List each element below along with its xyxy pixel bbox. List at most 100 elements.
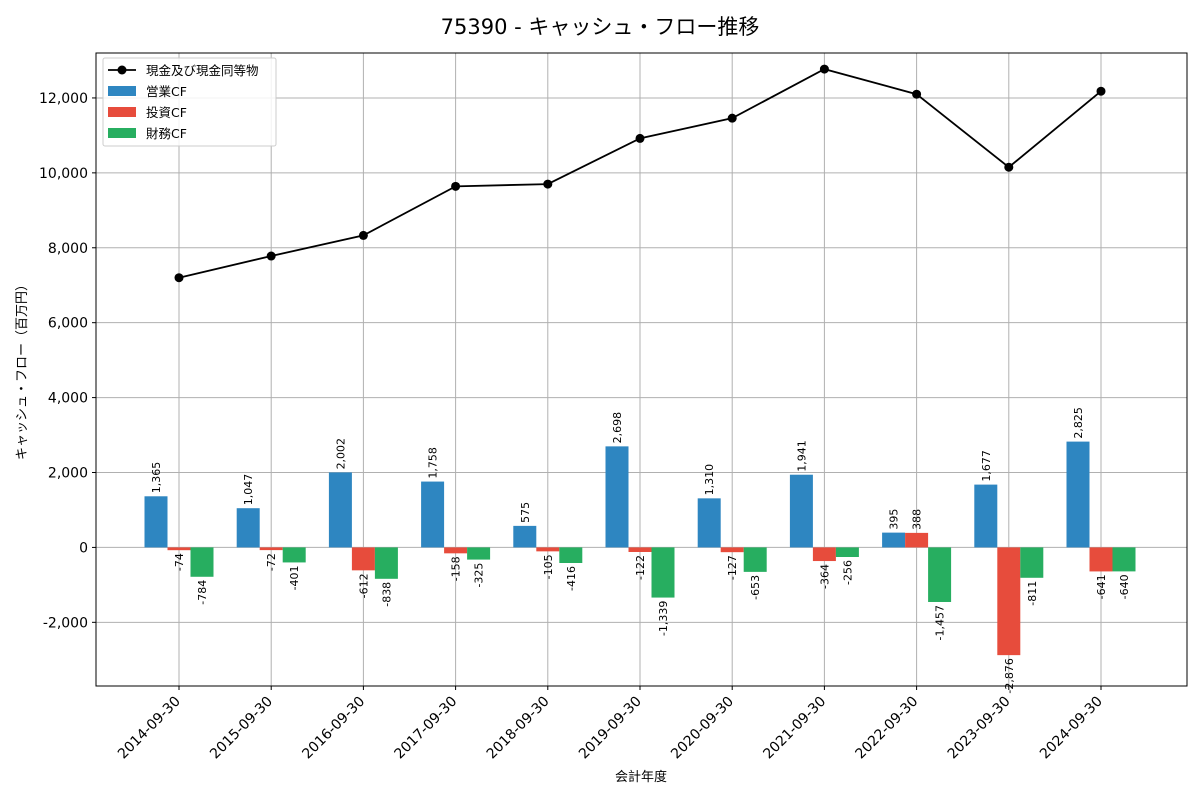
- plot-frame: [95, 52, 1188, 687]
- bar: [328, 472, 352, 548]
- bar: [236, 508, 260, 548]
- bar-data-label: -612: [357, 573, 370, 598]
- bar: [905, 532, 929, 548]
- line-series: [174, 64, 1106, 283]
- grid-lines: [96, 53, 1187, 686]
- bar-data-labels: 1,365 1,047 2,002 1,758 575 2,698 1,310 1,941 39…: [150, 407, 1131, 694]
- y-axis: -2,000 0 2,000 4,000 6,000 8,000 10,000 12,000: [39, 91, 96, 631]
- bar: [559, 547, 583, 563]
- bar-data-label: -401: [288, 565, 301, 590]
- bar: [444, 547, 468, 554]
- bar-data-label: -127: [726, 555, 739, 580]
- bar-data-label: -74: [173, 553, 186, 571]
- y-tick-label: 2,000: [48, 466, 88, 482]
- bar: [1089, 547, 1113, 572]
- bar: [789, 474, 813, 548]
- cash-balance-point: [266, 251, 276, 261]
- bar: [190, 547, 214, 577]
- bar: [421, 481, 445, 548]
- y-axis-label: キャッシュ・フロー（百万円）: [15, 278, 30, 460]
- legend-marker: [117, 65, 127, 75]
- bar-data-label: 388: [911, 509, 924, 530]
- bar-data-label: -1,339: [657, 601, 670, 636]
- y-tick-label: 10,000: [39, 166, 88, 182]
- bar: [605, 446, 629, 548]
- x-tick-label: 2021-09-30: [760, 694, 829, 763]
- bar-series: [144, 441, 1136, 656]
- bar: [467, 547, 491, 560]
- bar: [259, 547, 283, 551]
- legend-label: 営業CF: [146, 84, 187, 99]
- legend-box: [102, 57, 277, 147]
- x-tick-label: 2022-09-30: [853, 694, 922, 763]
- bar-data-label: -2,876: [1003, 658, 1016, 693]
- x-tick-label: 2017-09-30: [392, 694, 461, 763]
- bar-data-label: 1,365: [150, 462, 163, 494]
- cash-balance-point: [451, 181, 461, 191]
- y-tick-label: -2,000: [43, 615, 88, 631]
- x-tick-label: 2023-09-30: [945, 694, 1014, 763]
- bar: [928, 547, 952, 602]
- cash-balance-point: [358, 230, 368, 240]
- x-axis: 2014-09-30 2015-09-30 2016-09-30 2017-09-30…: [115, 686, 1106, 762]
- x-tick-label: 2015-09-30: [207, 694, 276, 763]
- bar-data-label: -653: [749, 575, 762, 600]
- bar-data-label: 1,677: [980, 450, 993, 482]
- y-tick-label: 6,000: [48, 316, 88, 332]
- bar: [882, 532, 906, 548]
- bar: [351, 547, 375, 571]
- legend-label: 投資CF: [146, 105, 187, 120]
- bar-data-label: -105: [542, 554, 555, 579]
- bar-data-label: -1,457: [934, 605, 947, 640]
- bar: [720, 547, 744, 553]
- bar-data-label: -640: [1118, 574, 1131, 599]
- bar: [1020, 547, 1044, 578]
- bar-data-label: -256: [841, 560, 854, 585]
- legend-label: 現金及び現金同等物: [146, 63, 259, 78]
- x-tick-label: 2024-09-30: [1037, 694, 1106, 763]
- bar: [651, 547, 675, 598]
- bar-data-label: -364: [818, 564, 831, 589]
- bar: [1112, 547, 1136, 572]
- bar-data-label: -158: [450, 556, 463, 581]
- cash-balance-point: [819, 64, 829, 74]
- bar: [144, 496, 168, 548]
- bar-data-label: -641: [1095, 574, 1108, 599]
- bar-data-label: 2,698: [611, 412, 624, 444]
- x-tick-label: 2019-09-30: [576, 694, 645, 763]
- cash-balance-point: [174, 273, 184, 283]
- bar-data-label: 1,047: [242, 474, 255, 506]
- bar-data-label: -325: [473, 563, 486, 588]
- bar: [374, 547, 398, 579]
- bar: [743, 547, 767, 572]
- y-tick-label: 8,000: [48, 241, 88, 257]
- bar: [536, 547, 560, 552]
- cash-balance-point: [1004, 162, 1014, 172]
- x-axis-label: 会計年度: [615, 769, 667, 785]
- bar: [1066, 441, 1090, 548]
- bar: [974, 484, 998, 548]
- bar-data-label: 2,002: [334, 438, 347, 470]
- bar: [835, 547, 859, 558]
- bar: [997, 547, 1021, 656]
- bar-data-label: -784: [196, 580, 209, 605]
- cash-balance-point: [727, 113, 737, 123]
- x-tick-label: 2018-09-30: [484, 694, 553, 763]
- bar: [628, 547, 652, 552]
- legend-bar-swatch: [108, 128, 136, 138]
- chart-title: 75390 - キャッシュ・フロー推移: [441, 15, 760, 39]
- x-tick-label: 2016-09-30: [299, 694, 368, 763]
- x-tick-label: 2014-09-30: [115, 694, 184, 763]
- legend-label: 財務CF: [146, 126, 187, 141]
- bar: [697, 498, 721, 548]
- y-tick-label: 12,000: [39, 91, 88, 107]
- bar-data-label: 395: [888, 509, 901, 530]
- y-tick-label: 4,000: [48, 391, 88, 407]
- bar-data-label: -811: [1026, 581, 1039, 606]
- bar-data-label: 575: [519, 502, 532, 523]
- bar: [167, 547, 191, 551]
- bar-data-label: -416: [565, 566, 578, 591]
- bar-data-label: 1,941: [795, 440, 808, 472]
